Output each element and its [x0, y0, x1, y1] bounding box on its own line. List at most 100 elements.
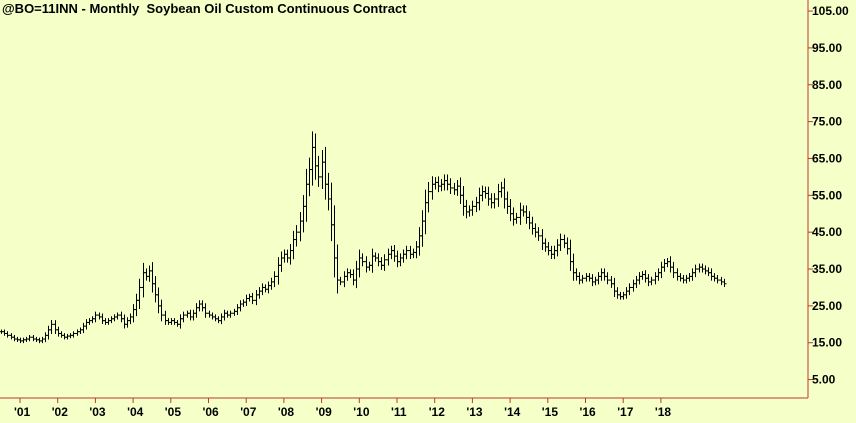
x-tick-label: '06: [203, 405, 220, 419]
price-bar: [31, 334, 36, 342]
price-bar: [370, 248, 375, 273]
price-bar: [681, 274, 686, 284]
price-bar: [671, 261, 676, 278]
price-bar: [448, 178, 453, 194]
price-bar: [461, 185, 466, 216]
price-bar: [430, 176, 435, 200]
price-bar: [398, 253, 403, 267]
price-bar: [188, 309, 193, 321]
price-bar: [502, 178, 507, 209]
price-bar: [166, 318, 171, 325]
x-tick-label: '07: [240, 405, 257, 419]
y-tick-label: 75.00: [812, 115, 842, 129]
price-bar: [609, 275, 614, 288]
price-bar: [634, 275, 639, 288]
price-bar: [367, 261, 372, 271]
price-bar: [134, 293, 139, 317]
price-bar: [203, 303, 208, 318]
price-bar: [210, 312, 215, 320]
x-tick-label: '12: [429, 405, 446, 419]
price-bar: [665, 257, 670, 268]
price-bar: [37, 337, 42, 344]
price-bar: [593, 276, 598, 286]
price-bar: [483, 186, 488, 199]
price-bar: [119, 311, 124, 323]
chart-title: @BO=11INN - Monthly Soybean Oil Custom C…: [2, 1, 407, 16]
x-tick-label: '11: [391, 405, 407, 419]
y-tick-label: 85.00: [812, 78, 842, 92]
price-bar: [571, 253, 576, 281]
price-bar: [342, 271, 347, 288]
price-bar: [712, 273, 717, 282]
price-bar: [93, 311, 98, 323]
price-bar: [27, 334, 32, 342]
price-bar: [65, 333, 70, 340]
price-bar: [690, 268, 695, 281]
price-bar: [395, 250, 400, 268]
price-bar: [244, 294, 249, 307]
price-bar: [684, 274, 689, 284]
price-bar: [156, 287, 161, 314]
price-bar: [181, 311, 186, 323]
price-bar: [411, 248, 416, 259]
price-bar: [241, 299, 246, 307]
y-tick-label: 35.00: [812, 262, 842, 276]
price-bar: [307, 157, 312, 197]
price-bar: [2, 329, 7, 336]
price-bar: [653, 272, 658, 285]
price-bar: [401, 249, 406, 263]
price-bar: [357, 249, 362, 278]
price-bar: [115, 312, 120, 320]
price-bar: [555, 239, 560, 257]
price-bar: [558, 233, 563, 251]
price-bar: [602, 268, 607, 281]
price-bar: [615, 287, 620, 299]
price-bar: [112, 314, 117, 322]
price-bar: [100, 313, 105, 325]
price-bar: [78, 327, 83, 334]
price-bar: [128, 313, 133, 325]
price-bar: [470, 200, 475, 216]
price-bar: [596, 272, 601, 285]
price-bar: [574, 268, 579, 281]
price-bar: [467, 205, 472, 217]
price-bar: [489, 193, 494, 209]
y-tick-label: 45.00: [812, 225, 842, 239]
x-tick-label: '17: [617, 405, 634, 419]
x-tick-label: '01: [14, 405, 31, 419]
price-bar: [338, 276, 343, 286]
price-bar: [216, 316, 221, 324]
price-bar: [659, 261, 664, 279]
price-bar: [191, 309, 196, 321]
x-tick-label: '05: [165, 405, 182, 419]
price-bar: [21, 337, 26, 344]
price-bar: [521, 205, 526, 217]
y-tick-label: 95.00: [812, 41, 842, 55]
price-bar: [499, 181, 504, 198]
price-bar: [225, 310, 230, 318]
x-tick-label: '09: [316, 405, 333, 419]
x-tick-label: '03: [89, 405, 106, 419]
price-bar: [640, 271, 645, 280]
price-bar: [662, 258, 667, 272]
price-bar: [316, 155, 321, 187]
price-bar: [480, 185, 485, 202]
price-bar: [122, 314, 127, 329]
price-bar: [9, 333, 14, 340]
price-bar: [646, 274, 651, 287]
axes: [0, 0, 813, 403]
price-bar: [282, 249, 287, 263]
price-bar: [207, 310, 212, 318]
price-bar: [511, 207, 516, 226]
price-bar: [269, 277, 274, 290]
price-bar: [408, 245, 413, 259]
price-bar: [71, 331, 76, 338]
price-bar: [238, 300, 243, 312]
x-tick-label: '02: [52, 405, 69, 419]
price-bar: [524, 205, 529, 224]
price-bar: [153, 276, 158, 303]
price-bar: [178, 314, 183, 329]
price-bar: [706, 267, 711, 277]
